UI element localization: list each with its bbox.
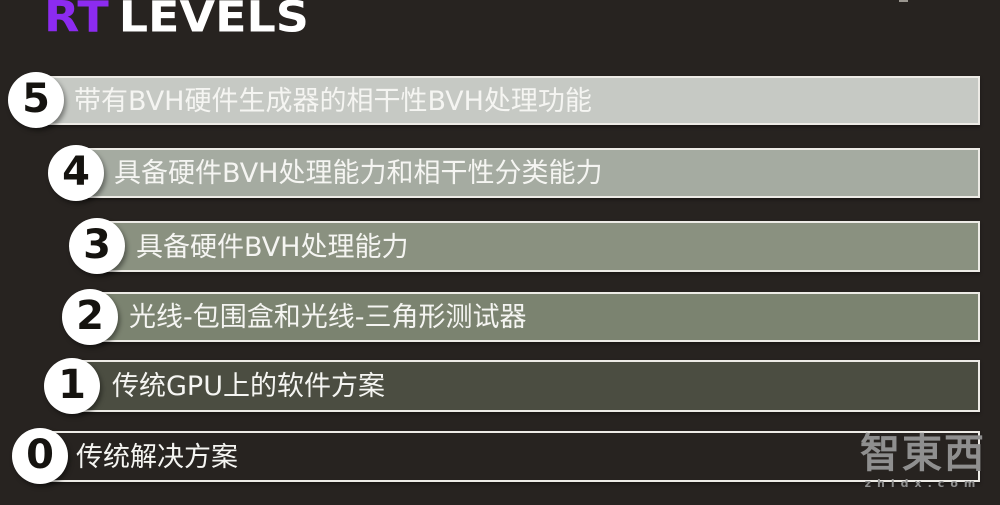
rt-logo-text: RT [44, 0, 109, 42]
level-number-badge: 4 [48, 145, 104, 201]
level-number: 0 [26, 432, 54, 478]
level-number-badge: 2 [62, 289, 118, 345]
level-number: 5 [22, 76, 50, 122]
level-label: 传统GPU上的软件方案 [112, 371, 385, 402]
top-edge-artifact [899, 0, 908, 2]
level-number: 3 [83, 222, 111, 268]
level-bar [95, 221, 980, 272]
zhidx-watermark: 智東西 zhidx.com [860, 432, 986, 490]
level-bar [74, 148, 980, 198]
level-label: 具备硬件BVH处理能力和相干性分类能力 [114, 158, 603, 189]
watermark-url-text: zhidx.com [864, 477, 982, 490]
level-number-badge: 0 [12, 428, 68, 484]
levels-title-text: LEVELS [118, 0, 309, 42]
watermark-logo-text: 智東西 [860, 431, 986, 477]
level-label: 传统解决方案 [76, 442, 238, 473]
level-number-badge: 3 [69, 218, 125, 274]
level-bar [88, 292, 980, 342]
level-number-badge: 1 [44, 358, 100, 414]
page-title: RT LEVELS [44, 0, 309, 42]
level-bar [70, 360, 980, 412]
level-number-badge: 5 [8, 72, 64, 128]
level-bar [33, 76, 980, 125]
level-label: 具备硬件BVH处理能力 [136, 232, 409, 263]
level-number: 2 [76, 293, 104, 339]
level-label: 带有BVH硬件生成器的相干性BVH处理功能 [74, 86, 592, 117]
level-label: 光线-包围盒和光线-三角形测试器 [129, 302, 527, 333]
level-number: 1 [58, 362, 86, 408]
level-number: 4 [62, 149, 90, 195]
